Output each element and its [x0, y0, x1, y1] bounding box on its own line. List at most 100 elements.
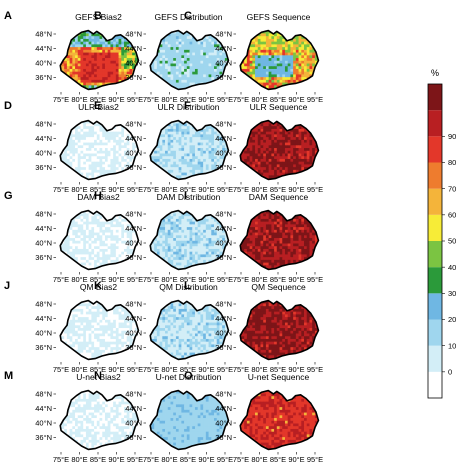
- field-cell: [127, 91, 130, 94]
- lon-tick-label: 95°E: [127, 95, 143, 104]
- field-cell: [265, 150, 270, 154]
- field-cell: [203, 30, 207, 32]
- field-cell: [295, 85, 299, 89]
- field-cell: [279, 126, 283, 130]
- field-cell: [301, 49, 305, 53]
- field-cell: [91, 227, 95, 231]
- field-cell: [151, 126, 155, 130]
- field-cell: [113, 169, 117, 174]
- field-cell: [150, 71, 152, 75]
- field-cell: [159, 41, 163, 45]
- field-cell: [69, 150, 73, 154]
- field-cell: [56, 33, 59, 36]
- field-cell: [309, 123, 313, 127]
- field-cell: [181, 150, 185, 154]
- field-cell: [151, 178, 155, 180]
- field-cell: [91, 77, 95, 81]
- field-cell: [301, 137, 305, 141]
- field-cell: [244, 181, 247, 184]
- field-cell: [287, 142, 291, 146]
- field-cell: [113, 52, 117, 56]
- field-cell: [80, 181, 83, 184]
- field-cell: [56, 137, 59, 140]
- field-cell: [228, 181, 231, 184]
- panel-title: ULR Bias2: [78, 102, 119, 112]
- field-cell: [178, 150, 182, 154]
- field-cell: [240, 139, 242, 143]
- field-cell: [214, 128, 218, 133]
- field-cell: [203, 49, 207, 53]
- field-cell: [102, 68, 106, 73]
- field-cell: [246, 33, 250, 37]
- field-cell: [216, 55, 220, 59]
- field-cell: [298, 38, 302, 43]
- field-cell: [146, 126, 149, 129]
- field-cell: [263, 137, 267, 141]
- field-cell: [110, 41, 114, 45]
- field-cell: [255, 148, 259, 152]
- field-cell: [137, 85, 139, 89]
- field-cell: [83, 91, 86, 94]
- field-cell: [150, 167, 152, 171]
- field-cell: [317, 30, 319, 32]
- field-cell: [200, 58, 204, 62]
- field-cell: [284, 52, 289, 56]
- field-cell: [293, 63, 297, 67]
- field-cell: [88, 139, 92, 143]
- field-cell: [260, 167, 264, 171]
- field-cell: [154, 134, 158, 138]
- field-cell: [263, 120, 267, 124]
- field-cell: [150, 74, 152, 78]
- field-cell: [165, 120, 169, 122]
- field-cell: [61, 91, 64, 94]
- field-cell: [115, 148, 119, 152]
- field-cell: [167, 60, 171, 64]
- field-cell: [214, 153, 218, 157]
- field-cell: [96, 161, 100, 165]
- field-cell: [115, 137, 119, 141]
- field-cell: [279, 153, 283, 157]
- field-cell: [181, 164, 185, 168]
- field-cell: [227, 175, 229, 179]
- field-cell: [72, 142, 76, 146]
- field-cell: [293, 148, 297, 152]
- field-cell: [301, 131, 305, 135]
- field-cell: [173, 77, 177, 81]
- field-cell: [219, 158, 223, 163]
- field-cell: [282, 88, 286, 90]
- field-cell: [156, 126, 160, 130]
- field-cell: [208, 85, 212, 89]
- field-cell: [69, 227, 73, 231]
- field-cell: [287, 44, 291, 48]
- field-cell: [314, 172, 318, 176]
- field-cell: [314, 85, 318, 89]
- field-cell: [107, 158, 111, 163]
- field-cell: [66, 66, 70, 70]
- field-cell: [96, 156, 100, 160]
- field-cell: [56, 55, 59, 58]
- field-cell: [121, 210, 125, 214]
- field-cell: [175, 38, 180, 43]
- field-cell: [170, 167, 174, 171]
- field-cell: [295, 158, 299, 163]
- field-cell: [118, 216, 122, 220]
- field-cell: [309, 153, 313, 157]
- field-cell: [115, 44, 119, 48]
- field-cell: [83, 172, 87, 176]
- field-cell: [91, 79, 95, 84]
- field-cell: [99, 88, 103, 90]
- field-cell: [170, 164, 174, 168]
- field-cell: [72, 120, 76, 122]
- field-cell: [64, 128, 68, 133]
- field-cell: [156, 172, 160, 176]
- field-cell: [214, 158, 218, 163]
- field-grid: [240, 120, 319, 184]
- field-cell: [252, 153, 256, 157]
- field-cell: [99, 224, 103, 228]
- field-cell: [301, 30, 305, 32]
- field-cell: [59, 91, 62, 94]
- field-cell: [124, 85, 128, 89]
- field-cell: [314, 167, 318, 171]
- field-cell: [173, 47, 177, 51]
- field-cell: [173, 164, 177, 168]
